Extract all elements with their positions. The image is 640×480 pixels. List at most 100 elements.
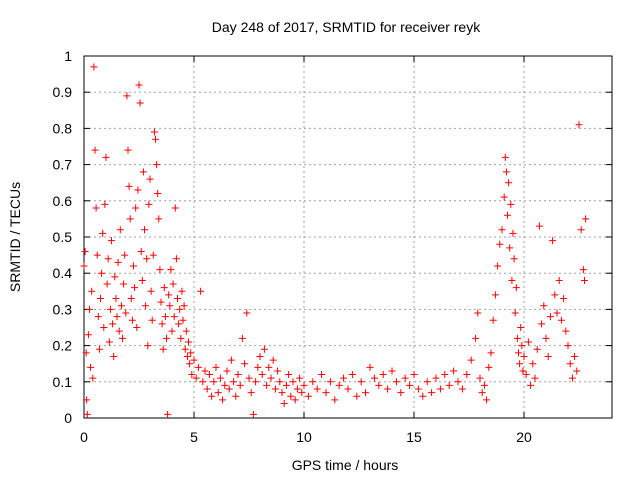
data-point [154,190,162,198]
data-point [423,378,431,386]
data-point [175,320,183,328]
data-point [111,273,119,281]
data-point [232,392,240,400]
data-point [141,226,148,234]
data-point [300,381,308,389]
data-point [397,389,405,397]
data-point [127,295,135,303]
data-point [542,334,550,342]
data-point [502,168,510,176]
data-point [219,396,227,404]
data-point [520,352,528,360]
data-point [216,374,224,382]
x-tick-label: 20 [516,429,532,445]
data-point [510,255,518,263]
data-point [406,381,414,389]
data-point [178,287,186,295]
data-point [249,410,257,418]
data-point [108,237,115,245]
data-point [101,200,109,208]
data-point [152,135,159,143]
data-point [157,298,165,306]
data-point [130,262,137,270]
data-point [263,381,271,389]
data-point [582,215,590,223]
data-point [388,367,396,375]
data-point [132,204,140,212]
data-point [203,385,211,393]
data-point [344,385,352,393]
data-point [254,363,262,371]
data-point [128,316,136,324]
data-point [544,352,552,360]
data-point [384,385,392,393]
axis-ticks: 00.10.20.30.40.50.60.70.80.910 5 10 15 20 [53,48,612,445]
data-point [168,327,176,335]
data-point [93,251,101,259]
data-point [234,371,242,379]
data-point [194,363,202,371]
data-point [476,374,484,382]
data-point [511,309,519,317]
data-point [436,385,444,393]
data-point [282,381,290,389]
data-point [176,305,184,313]
data-point [99,229,107,237]
data-point [87,363,95,371]
data-point [529,360,537,368]
data-point [166,302,174,310]
data-point [114,258,122,266]
data-point [318,371,326,379]
data-point [540,302,548,310]
data-point [92,204,100,212]
data-point [289,378,297,386]
data-point [478,389,486,397]
y-tick-label: 0.1 [53,374,73,390]
data-point [188,371,196,379]
data-point [133,324,141,331]
data-point [117,302,125,310]
data-point [555,276,563,284]
data-point [161,313,169,321]
data-point [546,313,554,321]
x-tick-label: 15 [406,429,422,445]
data-point [95,345,103,353]
data-point [379,371,387,379]
data-point [508,276,516,284]
data-point [120,280,128,288]
data-point [227,356,235,364]
data-point [419,392,427,400]
data-point [119,334,126,342]
data-point [156,266,164,274]
data-point [269,356,277,364]
data-point [126,215,134,223]
data-point [472,334,480,342]
data-point [183,352,191,360]
data-point [322,389,330,397]
data-point [236,381,244,389]
data-point [522,371,530,379]
data-point [121,251,129,259]
data-point [164,410,172,418]
data-point [252,378,260,386]
data-point [491,291,499,299]
data-point [243,309,251,317]
data-point [504,211,511,219]
x-tick-label: 0 [80,429,88,445]
data-point [158,320,166,328]
data-point [445,381,453,389]
data-point [100,324,108,331]
data-point [245,374,253,382]
data-point [348,371,356,379]
data-points [80,63,590,418]
data-point [276,378,284,386]
data-point [581,276,588,284]
y-tick-label: 0.2 [53,338,73,354]
data-point [197,287,205,295]
data-point [179,316,187,324]
data-point [182,327,190,335]
data-point [180,302,188,310]
data-point [150,128,158,136]
data-point [293,385,301,393]
